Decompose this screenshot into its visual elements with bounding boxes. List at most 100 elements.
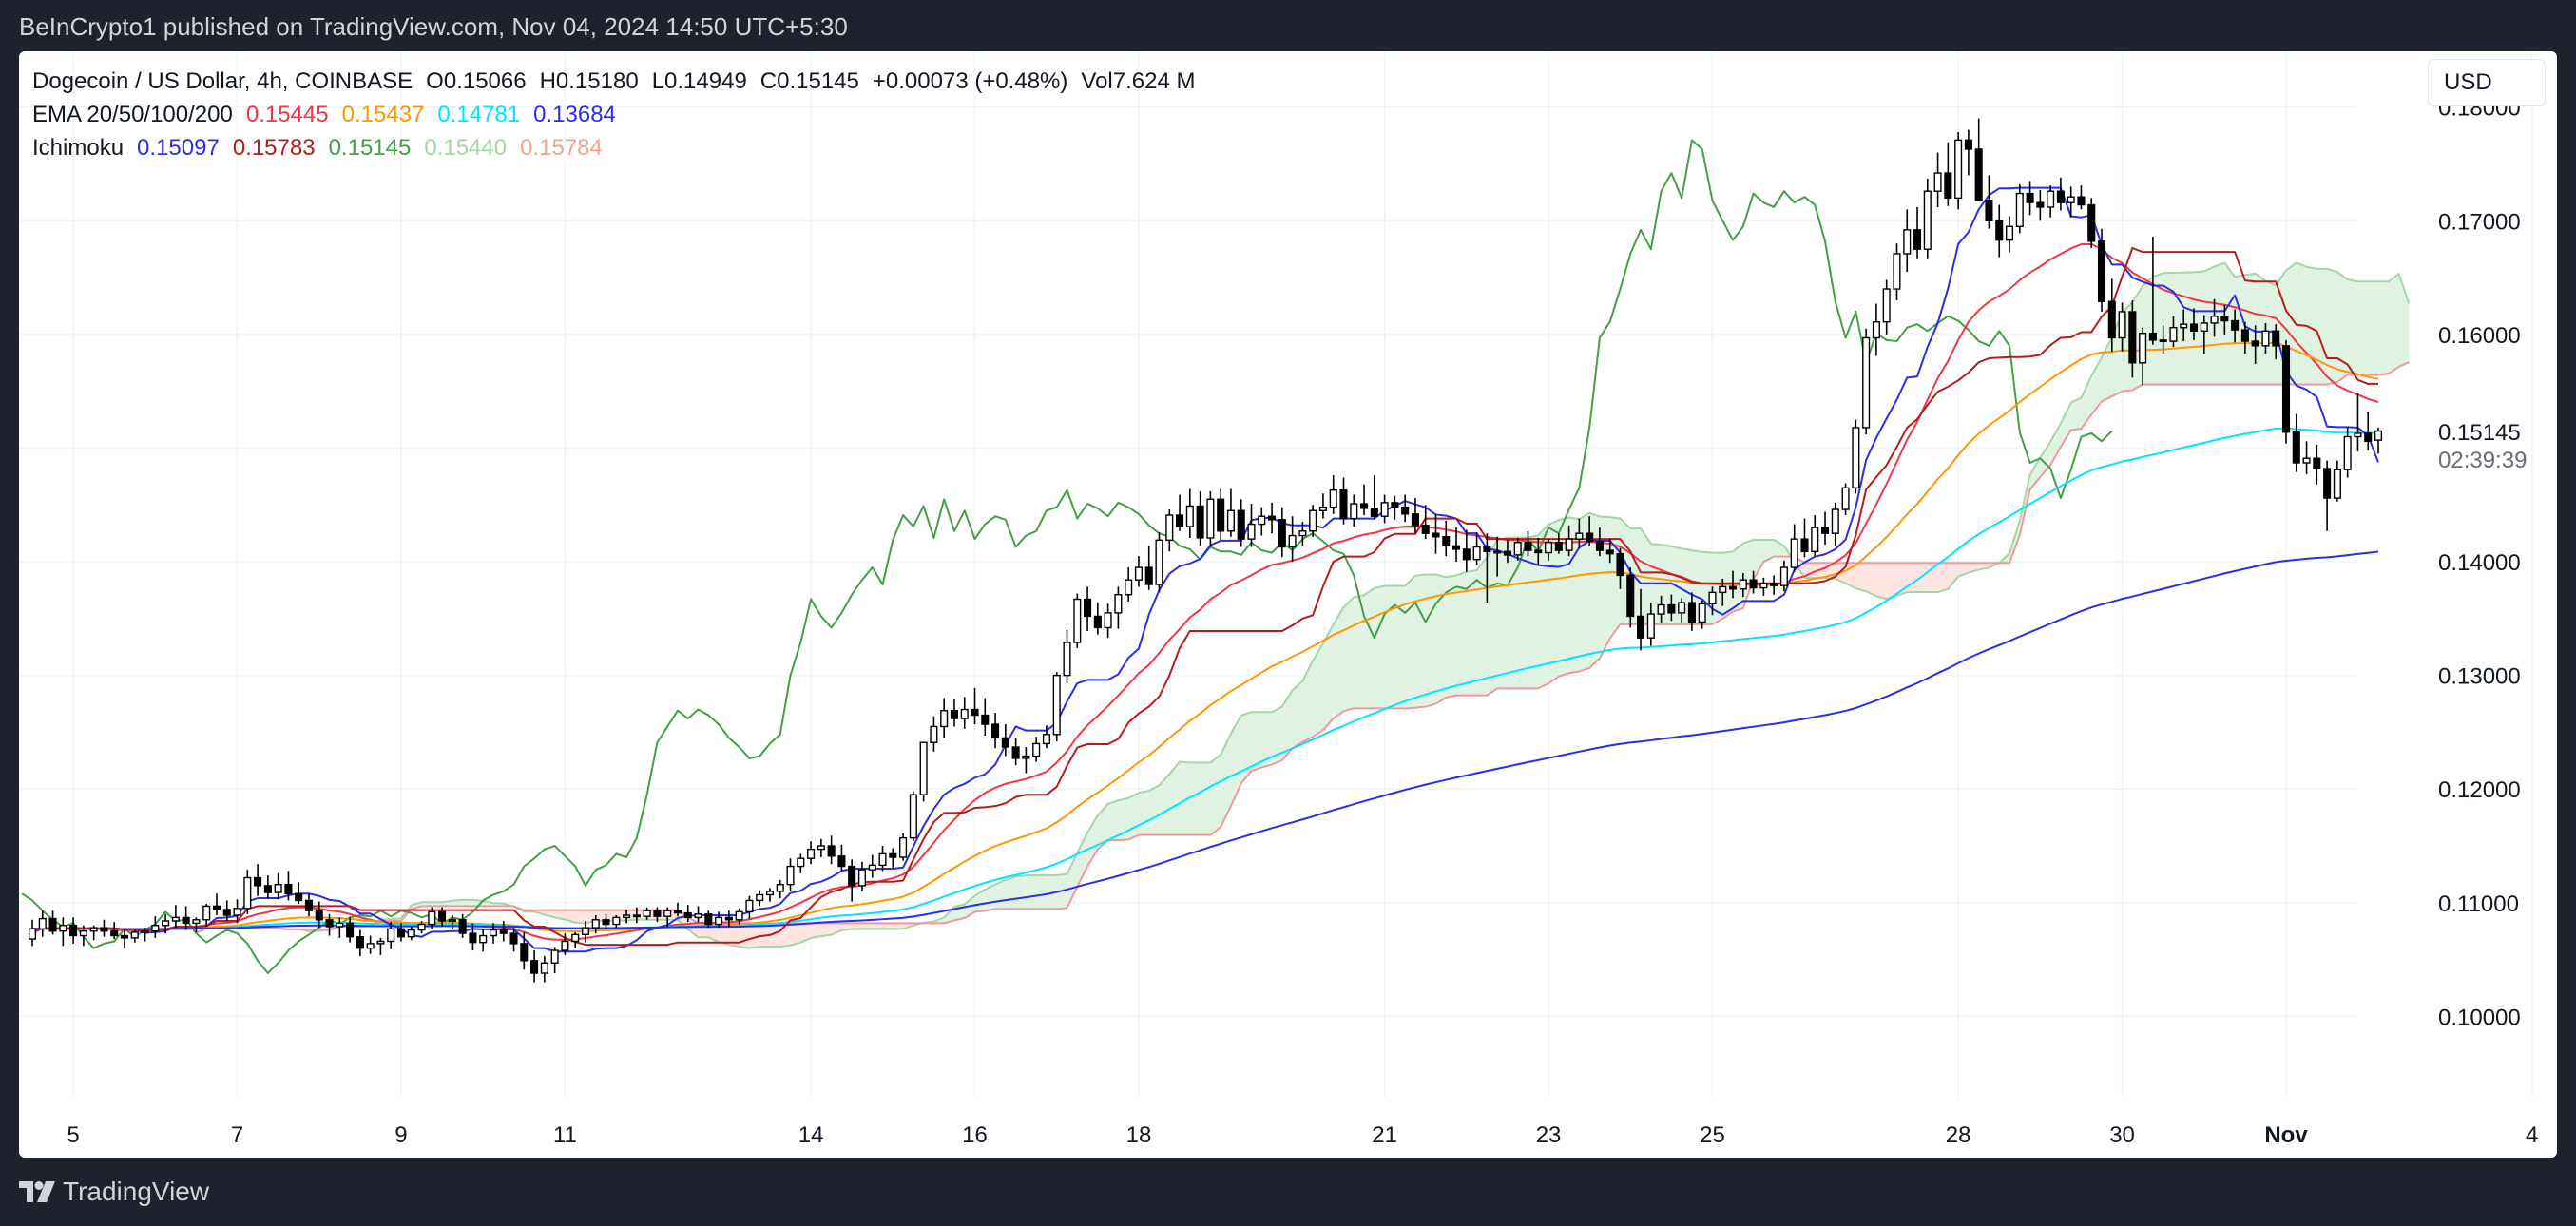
candle [295,882,303,905]
cloud-segment [1507,537,1518,689]
candle-down [724,916,733,921]
cloud-segment [2347,279,2358,375]
candle-down [2097,240,2106,302]
candle [1073,593,1082,648]
ema-row[interactable]: EMA 20/50/100/200 0.15445 0.15437 0.1478… [32,98,1195,131]
price-tick-label: 0.11000 [2438,891,2519,917]
candle-down [356,936,364,949]
candle [284,871,293,901]
candle-up [1022,755,1030,759]
candle-up [786,865,795,886]
candle [786,858,795,891]
candle-up [1226,509,1235,532]
candle-up [130,931,139,939]
symbol-title[interactable]: Dogecoin / US Dollar, 4h, COINBASE [32,68,413,94]
candle-up [1872,321,1880,339]
candle-down [1667,603,1676,614]
candle [591,914,600,934]
candle-up [1073,598,1082,643]
cloud-segment [2173,272,2184,385]
tradingview-brand[interactable]: TradingView [19,1177,209,1207]
candle-down [1605,549,1614,555]
candle [1779,560,1788,592]
cloud-segment [2224,262,2236,385]
candle-up [151,925,160,932]
candle [2333,460,2341,502]
cloud-segment [2081,375,2092,430]
candle [1318,493,1327,519]
cloud-segment [893,923,904,929]
candle-down [458,919,467,934]
candle-down [1554,542,1563,551]
candle-up [817,845,825,851]
candle-down [889,852,897,858]
candle [940,698,949,738]
candle-up [1739,579,1747,590]
candle [479,929,488,952]
time-tick-label: Nov [2264,1122,2308,1148]
cloud-segment [1240,712,1252,784]
candle [1176,494,1184,531]
candle [765,888,775,902]
candle [1288,516,1297,563]
candle [2354,393,2362,452]
candle-down [981,714,990,725]
candle [28,919,37,947]
candle [1084,586,1092,632]
candle-up [2169,327,2178,342]
candle-down [2128,311,2137,364]
candle [899,833,908,861]
cloud-segment [1374,585,1385,709]
candle [1165,509,1174,552]
candle [2067,186,2075,218]
candle-down [1820,527,1830,534]
candle-down [1636,615,1645,639]
cloud-segment [1026,874,1037,910]
ichimoku-cloud [196,262,2410,948]
cloud-segment [1097,803,1108,850]
candles [28,118,2383,983]
chart-panel[interactable]: 0.18000 0.17000 0.16000 0.14000 0.13000 0.120… [19,51,2557,1158]
tradingview-logo-icon [19,1181,55,1202]
candle-down [1237,509,1245,540]
candle [1001,724,1009,757]
open-value: O0.15066 [426,68,527,94]
time-tick-label: 30 [2109,1122,2135,1148]
candle [1595,527,1604,557]
candle [1432,513,1440,554]
cloud-segment [1487,540,1498,696]
candle-up [2200,322,2208,332]
candle [1759,577,1768,596]
candle-up [663,910,672,917]
cloud-segment [1138,791,1149,835]
candle [1401,494,1410,523]
candle-up [1472,546,1481,561]
top-bar: BeInCrypto1 published on TradingView.com… [0,0,2576,51]
candle [817,838,825,857]
candle [1687,592,1696,632]
currency-button[interactable]: USD [2428,59,2546,106]
candle [807,841,816,865]
cloud-segment [1548,520,1559,684]
candle [724,910,733,927]
lagging-span-line [21,139,2113,974]
candle-up [561,940,569,951]
candle-up [909,794,917,839]
cloud-segment [1077,832,1088,888]
candle [1329,475,1337,514]
candle [1503,540,1511,564]
time-tick-label: 16 [962,1122,988,1148]
cloud-segment [2357,281,2369,375]
candle-up [489,929,498,937]
price-chart[interactable]: 0.180000.170000.160000.140000.130000.120… [19,51,2557,1158]
candle [1217,488,1225,541]
candle [612,914,621,929]
ichimoku-row[interactable]: Ichimoku 0.15097 0.15783 0.15145 0.15440… [32,131,1195,164]
candle [1964,129,1972,176]
candle [1206,490,1215,547]
candle-down [2231,319,2240,331]
candle [2374,427,2383,454]
time-tick-label: 18 [1126,1122,1152,1148]
candle [1719,579,1727,606]
candle-down [1964,139,1972,150]
